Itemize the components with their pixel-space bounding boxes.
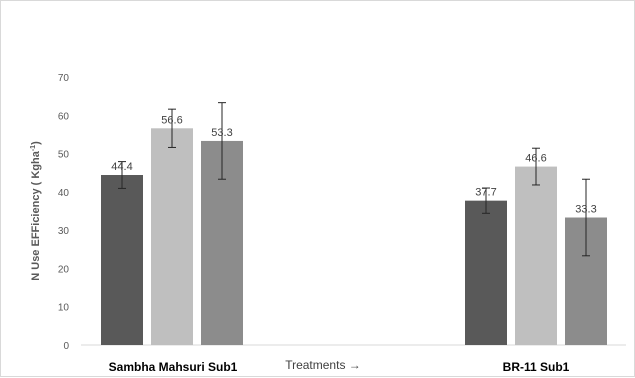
y-tick-label: 10 (58, 303, 70, 314)
y-tick-label: 30 (58, 226, 70, 237)
data-label: 37.7 (475, 187, 496, 199)
y-tick-label: 20 (58, 264, 70, 275)
bar (515, 166, 557, 345)
data-labels: 44.4 37.7 56.6 46.6 53.3 33.3 (111, 114, 596, 215)
y-axis-title-sup: -1 (30, 145, 37, 151)
data-label: 46.6 (525, 153, 546, 165)
data-label: 53.3 (211, 127, 232, 139)
y-tick-label: 50 (58, 150, 70, 161)
y-axis-title-end: ) (30, 141, 42, 145)
y-axis-title: N Use EFFiciency ( Kgha-1) (30, 141, 42, 281)
x-axis-note: Treatments → (285, 358, 361, 372)
category-label-sambha: Sambha Mahsuri Sub1 (109, 360, 238, 374)
bar (101, 175, 143, 345)
category-labels: Sambha Mahsuri Sub1 BR-11 Sub1 (109, 360, 570, 374)
data-label: 44.4 (111, 161, 132, 173)
data-label: 33.3 (575, 204, 596, 216)
y-tick-label: 40 (58, 188, 70, 199)
bar-group (101, 128, 607, 345)
y-axis-ticks: 0 10 20 30 40 50 60 70 (58, 73, 70, 352)
error-bars (118, 102, 590, 257)
bar (465, 200, 507, 345)
bar (151, 128, 193, 345)
y-tick-label: 0 (63, 341, 69, 352)
data-label: 56.6 (161, 114, 182, 126)
y-tick-label: 70 (58, 73, 70, 84)
y-axis-title-main: N Use EFFiciency ( Kgha (30, 150, 42, 280)
y-tick-label: 60 (58, 111, 70, 122)
category-label-br11: BR-11 Sub1 (503, 360, 570, 374)
